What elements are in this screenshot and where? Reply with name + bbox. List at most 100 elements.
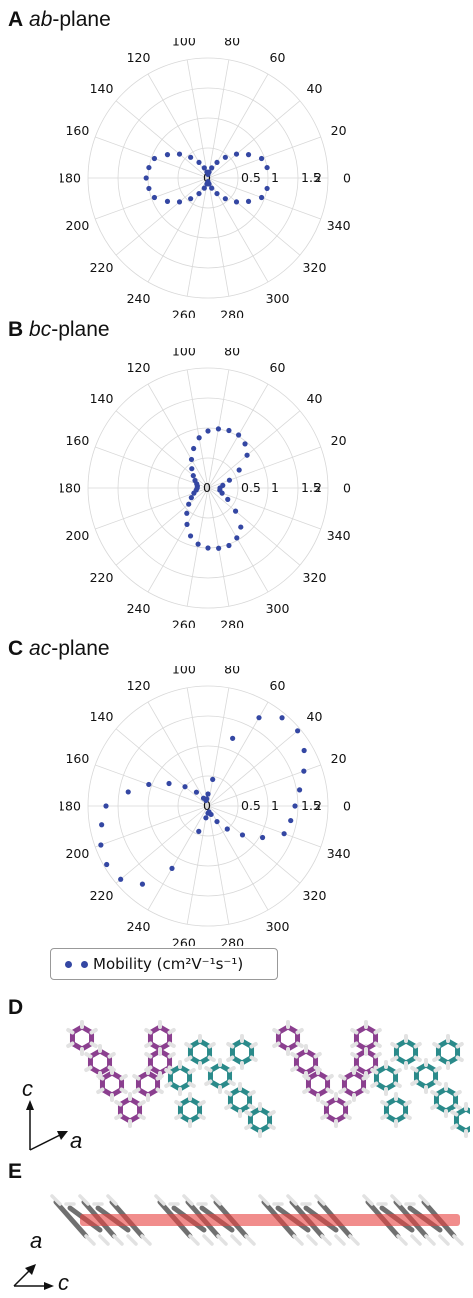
theta-tick-label: 160 <box>65 123 89 138</box>
data-point <box>146 164 152 171</box>
hydrogen-bond <box>267 1110 276 1117</box>
hydrogen-bond <box>338 1074 347 1081</box>
hydrogen-bond <box>348 1234 360 1246</box>
data-point <box>245 198 252 204</box>
aromatic-ring <box>99 1070 125 1098</box>
theta-tick-label: 60 <box>270 50 286 65</box>
grid-spoke <box>95 446 209 489</box>
hydrogen-bond <box>207 1055 216 1062</box>
data-point <box>146 781 152 788</box>
data-point <box>242 441 248 447</box>
hydrogen-bond <box>244 1110 253 1117</box>
theta-tick-label: 320 <box>303 260 327 275</box>
grid-spoke <box>207 177 230 297</box>
hydrogen-bond <box>187 1068 196 1075</box>
theta-tick-label: 40 <box>307 709 323 724</box>
grid-spoke <box>115 100 209 179</box>
r-tick-label: 0.5 <box>241 170 261 185</box>
hydrogen-bond <box>272 1028 281 1035</box>
hydrogen-bond <box>418 1194 430 1206</box>
theta-tick-label: 0 <box>343 171 351 186</box>
aromatic-ring <box>135 1070 161 1098</box>
grid-spoke <box>207 177 301 256</box>
theta-tick-label: 260 <box>172 307 196 318</box>
data-point <box>118 876 124 882</box>
theta-tick-label: 200 <box>65 218 89 233</box>
data-point <box>245 152 252 158</box>
grid-spoke <box>207 136 321 179</box>
data-point <box>234 535 240 541</box>
data-point <box>222 196 228 202</box>
aromatic-ring <box>305 1070 331 1098</box>
data-point <box>200 795 207 801</box>
grid-spoke <box>95 487 209 530</box>
aromatic-ring <box>117 1096 143 1124</box>
hydrogen-bond <box>455 1055 464 1062</box>
grid-spoke <box>115 487 209 566</box>
theta-tick-label: 340 <box>327 528 351 543</box>
data-point <box>232 508 239 514</box>
r-tick-label: 0.5 <box>241 480 261 495</box>
crystal-structure-view-e <box>50 1194 464 1246</box>
hydrogen-bond <box>450 1123 459 1130</box>
data-point <box>98 842 104 848</box>
hydrogen-bond <box>210 1194 222 1206</box>
aromatic-ring <box>69 1024 95 1052</box>
aromatic-ring <box>275 1024 301 1052</box>
data-point <box>209 165 215 171</box>
hydrogen-bond <box>320 1234 332 1246</box>
axis-up-arrow <box>13 1269 31 1287</box>
theta-tick-label: 80 <box>224 38 240 49</box>
aromatic-ring <box>433 1086 459 1114</box>
grid-spoke <box>186 177 209 297</box>
panel-c-plane: ac <box>29 637 52 660</box>
theta-tick-label: 140 <box>90 391 114 406</box>
hydrogen-bond <box>390 1042 399 1049</box>
theta-tick-label: 220 <box>90 888 114 903</box>
data-point <box>176 199 183 205</box>
data-point <box>188 196 194 202</box>
panel-e-letter: E <box>8 1160 23 1183</box>
hydrogen-bond <box>413 1055 422 1062</box>
aromatic-ring <box>177 1096 203 1124</box>
data-point <box>125 789 131 795</box>
theta-tick-label: 100 <box>172 38 196 49</box>
grid-spoke <box>207 100 301 179</box>
data-point <box>279 715 285 721</box>
grid-spoke <box>186 805 209 925</box>
grid-spoke <box>207 805 230 925</box>
data-point <box>182 784 188 790</box>
hydrogen-bond <box>403 1113 412 1120</box>
grid-spoke <box>95 764 209 807</box>
hydrogen-bond <box>370 1068 379 1075</box>
aromatic-ring <box>187 1038 213 1066</box>
data-point <box>224 826 230 832</box>
hydrogen-bond <box>302 1074 311 1081</box>
hydrogen-bond <box>174 1113 183 1120</box>
hydrogen-bond <box>204 1079 213 1086</box>
hydrogen-bond <box>350 1065 359 1072</box>
data-point <box>301 747 307 754</box>
data-point <box>206 181 212 187</box>
theta-tick-label: 300 <box>266 291 290 306</box>
r-tick-label: 2 <box>314 798 322 813</box>
data-point <box>139 881 146 887</box>
hydrogen-bond <box>227 1066 236 1073</box>
legend-marker <box>65 961 72 968</box>
hydrogen-bond <box>432 1055 441 1062</box>
hydrogen-bond <box>313 1052 322 1059</box>
data-point <box>187 533 194 539</box>
data-point <box>151 155 158 162</box>
aromatic-ring <box>293 1048 319 1076</box>
theta-tick-label: 160 <box>65 751 89 766</box>
hydrogen-bond <box>306 1234 318 1246</box>
theta-tick-label: 240 <box>127 291 151 306</box>
theta-tick-label: 20 <box>331 751 347 766</box>
data-point <box>222 154 228 160</box>
hydrogen-bond <box>343 1100 352 1107</box>
data-point <box>166 780 172 787</box>
theta-tick-label: 140 <box>90 81 114 96</box>
theta-tick-label: 60 <box>270 678 286 693</box>
